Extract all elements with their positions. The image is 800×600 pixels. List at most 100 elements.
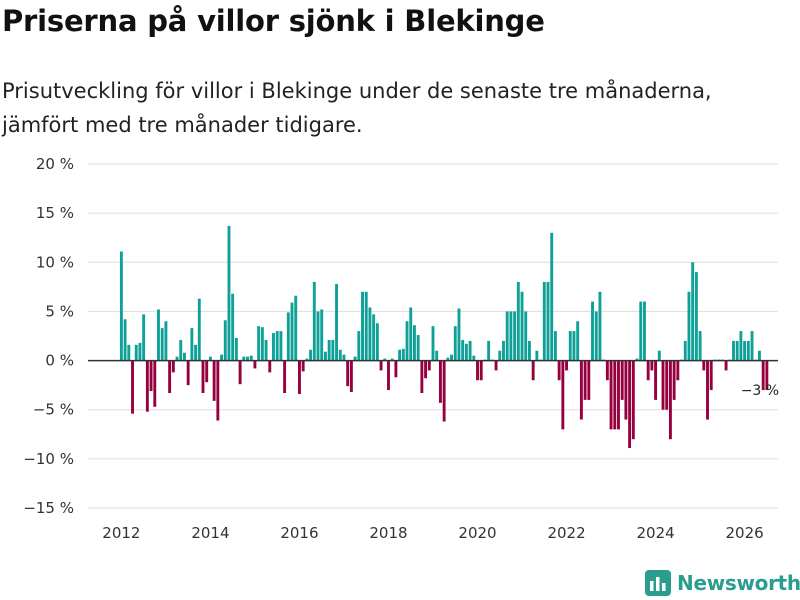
bar	[476, 360, 479, 381]
bar	[413, 325, 416, 361]
bar	[598, 291, 602, 361]
newsworthy-logo-icon	[645, 570, 671, 596]
bar	[197, 298, 201, 361]
bar	[294, 295, 298, 361]
bar	[186, 360, 190, 386]
bar	[438, 360, 442, 403]
bar	[609, 360, 613, 430]
bar	[765, 360, 769, 391]
bar	[576, 321, 580, 361]
x-tick-label: 2012	[102, 524, 140, 542]
bar	[346, 360, 350, 387]
bar	[672, 360, 676, 400]
bar	[676, 360, 680, 381]
bar	[643, 301, 646, 361]
bar	[709, 360, 713, 391]
bar	[446, 357, 450, 361]
bar	[542, 281, 546, 361]
y-axis: −15 % −10 % −5 % 0 % 5 % 10 % 15 % 20 %	[23, 155, 74, 517]
bar	[617, 360, 620, 430]
bar	[468, 340, 472, 361]
bar	[628, 360, 632, 449]
bar	[183, 352, 186, 361]
bar	[231, 293, 235, 361]
bar	[383, 358, 387, 361]
chart-title: Priserna på villor sjönk i Blekinge	[2, 4, 545, 38]
bar	[479, 360, 483, 381]
bar	[520, 291, 524, 361]
bar	[557, 360, 561, 381]
bar	[668, 360, 672, 440]
bar	[175, 356, 179, 361]
bar	[654, 360, 658, 400]
bar	[646, 360, 650, 381]
bar	[260, 327, 264, 361]
bar	[131, 360, 134, 414]
bar	[272, 333, 275, 361]
bar	[594, 311, 598, 361]
bar	[472, 355, 476, 361]
bar	[153, 360, 157, 407]
bar	[698, 331, 702, 361]
bar	[683, 340, 687, 361]
x-tick-label: 2024	[636, 524, 674, 542]
bar	[464, 343, 468, 361]
bar	[605, 360, 609, 381]
y-tick-label: −10 %	[23, 450, 74, 468]
bar	[528, 340, 531, 361]
bar	[312, 281, 316, 361]
bar	[342, 354, 346, 361]
bar	[223, 320, 227, 361]
bar	[220, 354, 223, 361]
bar	[405, 321, 409, 361]
bar	[372, 314, 376, 361]
bar	[706, 360, 709, 420]
bar	[694, 272, 698, 361]
bar	[498, 350, 502, 361]
bar	[457, 308, 461, 361]
bar	[665, 360, 669, 410]
bar	[361, 291, 364, 361]
bar	[579, 360, 583, 420]
bar	[620, 360, 624, 400]
bar	[160, 328, 164, 361]
bar	[353, 356, 357, 361]
bar	[513, 311, 517, 361]
y-tick-label: 15 %	[36, 204, 74, 222]
last-value-annotation: −3 %	[741, 383, 779, 399]
bar	[750, 331, 754, 361]
bar	[416, 335, 420, 361]
bar	[568, 331, 572, 361]
bar	[179, 339, 183, 361]
bar	[349, 360, 353, 393]
bar	[724, 360, 728, 371]
bar	[275, 331, 279, 361]
bar	[427, 360, 431, 371]
bar	[761, 360, 765, 391]
bar	[268, 360, 272, 373]
bar	[587, 360, 591, 400]
bar	[583, 360, 587, 400]
x-axis: 2012 2014 2016 2018 2020 2022 2024 2026	[102, 524, 763, 542]
bar	[279, 331, 283, 361]
bar	[591, 301, 594, 361]
bar	[249, 355, 253, 361]
bar	[565, 360, 568, 371]
bar	[442, 360, 446, 422]
bar	[394, 360, 398, 378]
bar	[123, 319, 127, 361]
bar	[327, 339, 331, 361]
bar	[743, 340, 747, 361]
bar	[205, 360, 209, 383]
bar	[657, 350, 661, 361]
bar	[409, 307, 413, 361]
bar	[424, 360, 428, 379]
bar	[546, 281, 550, 361]
bar	[316, 311, 320, 361]
newsworthy-logo-text: Newsworthy	[677, 571, 800, 595]
bar	[253, 360, 257, 369]
bar	[572, 331, 576, 361]
bar	[290, 302, 294, 361]
bar	[461, 339, 465, 361]
